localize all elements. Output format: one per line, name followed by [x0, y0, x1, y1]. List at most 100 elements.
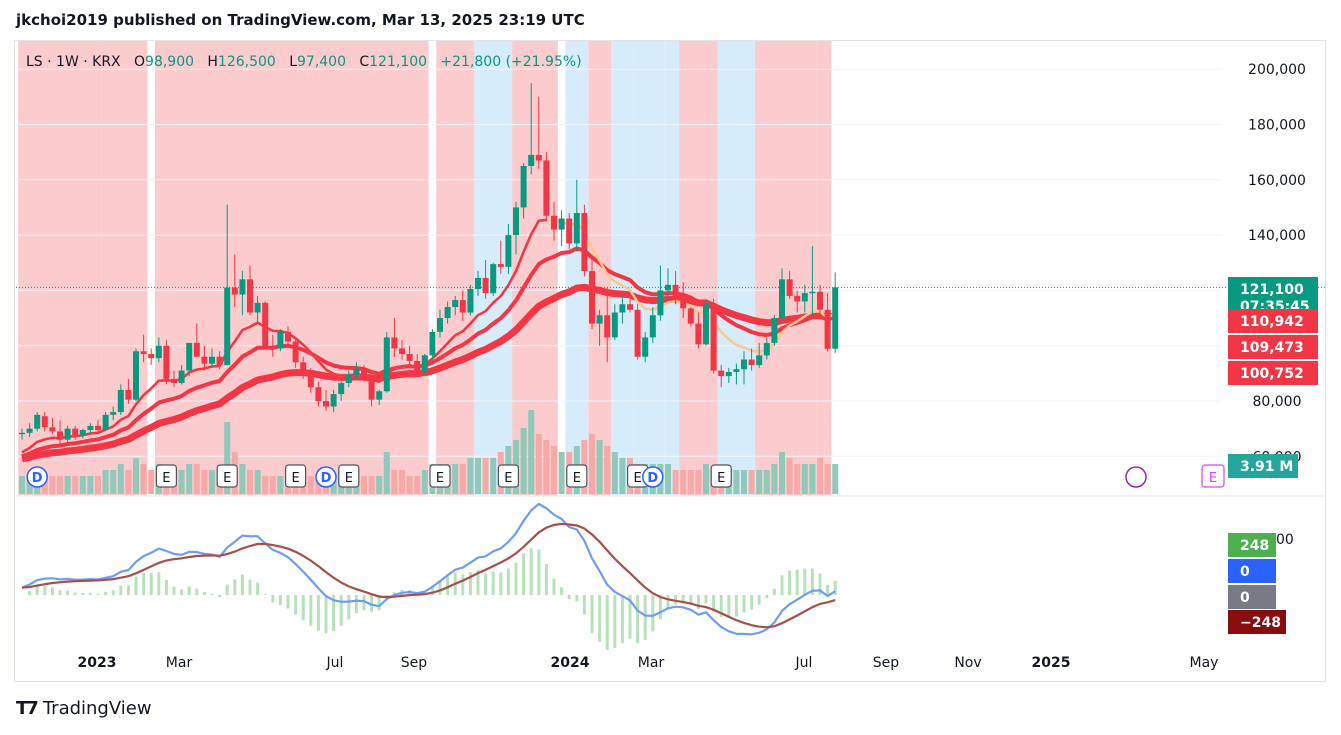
volume-bar	[482, 458, 489, 494]
candle-body	[551, 215, 557, 230]
macd-histogram-bar	[218, 595, 222, 597]
candle-body	[771, 318, 778, 343]
volume-bar	[786, 458, 793, 494]
macd-histogram-bar	[461, 574, 465, 595]
tradingview-logo-icon[interactable]: T7	[16, 698, 39, 719]
volume-bar	[414, 476, 421, 494]
candle-body	[323, 401, 329, 407]
candle-body	[72, 428, 79, 436]
macd-histogram-bar	[35, 586, 39, 595]
volume-bar	[475, 458, 481, 494]
macd-histogram-bar	[43, 585, 47, 595]
candle-body	[741, 359, 747, 370]
earnings-marker-label: E	[345, 471, 353, 486]
dividend-marker	[315, 466, 337, 488]
macd-histogram-bar	[590, 595, 594, 634]
macd-histogram-bar	[446, 575, 450, 595]
moving-averages	[21, 218, 836, 463]
earnings-marker-label: E	[291, 471, 299, 486]
candle-body	[399, 348, 405, 354]
macd-histogram-bar	[392, 592, 396, 595]
volume-bar	[262, 476, 269, 494]
candle-body	[315, 387, 322, 401]
macd-histogram-bar	[582, 595, 586, 615]
signal-line	[21, 522, 836, 629]
candle-body	[368, 378, 375, 400]
candle-body	[338, 383, 345, 395]
macd-histogram-bar	[506, 568, 510, 595]
volume-bar	[140, 464, 147, 494]
volume-bar	[224, 422, 231, 494]
volume-bar	[801, 464, 808, 494]
candle-body	[262, 302, 269, 348]
candle-body	[535, 154, 542, 161]
volume-bar	[64, 476, 71, 494]
volume-bar	[832, 464, 839, 494]
earnings-marker	[429, 464, 451, 488]
macd-histogram-bar	[339, 595, 343, 626]
candle-body	[528, 154, 535, 166]
earnings-marker	[566, 464, 588, 488]
price-label-box	[1228, 361, 1318, 385]
macd-label-text: 0	[1240, 590, 1250, 606]
high-value: 126,500	[217, 54, 276, 70]
volume-bar	[307, 476, 314, 494]
candle-body	[64, 428, 71, 440]
macd-label-text: 248	[1240, 538, 1269, 554]
earnings-marker-label: E	[162, 471, 170, 486]
candle-body	[414, 360, 421, 372]
candle-body	[779, 279, 785, 319]
macd-histogram-bar	[613, 595, 617, 648]
macd-label-text: −248	[1240, 615, 1281, 631]
volume-bar	[490, 458, 497, 494]
macd-histogram-bar	[332, 595, 336, 631]
future-earnings-marker	[1201, 464, 1225, 488]
dividend-marker	[642, 466, 664, 488]
candle-body	[589, 271, 595, 324]
volume-bar	[383, 452, 390, 494]
band-red	[747, 41, 817, 495]
brand-name[interactable]: TradingView	[42, 698, 152, 719]
volume-bar	[79, 476, 86, 494]
macd-histogram-bar	[757, 595, 761, 605]
macd-histogram-bar	[195, 588, 199, 595]
volume-bar	[87, 476, 94, 494]
band-blue	[717, 41, 756, 495]
x-axis-tick: May	[1190, 655, 1219, 671]
candle-body	[307, 373, 314, 388]
candle-body	[649, 315, 656, 338]
macd-histogram-bar	[430, 585, 434, 595]
candle-body	[543, 160, 550, 216]
macd-histogram-bar	[772, 588, 776, 595]
volume-bar	[254, 470, 261, 494]
volume-bar	[672, 470, 679, 494]
volume-bar	[421, 470, 428, 494]
volume-bar	[558, 452, 565, 494]
macd-histogram-bar	[818, 573, 822, 595]
macd-label-box	[1228, 585, 1276, 609]
candle-body	[619, 304, 626, 313]
macd-histogram-bar	[96, 593, 100, 595]
volume-bar	[277, 476, 284, 494]
candle-body	[330, 394, 337, 407]
candle-body	[444, 306, 451, 319]
candle-body	[657, 290, 664, 316]
macd-histogram-bar	[544, 564, 548, 595]
x-axis-tick: Nov	[954, 655, 981, 671]
candle-body	[361, 369, 367, 379]
macd-histogram-bar	[810, 568, 814, 595]
volume-bar	[315, 476, 322, 494]
volume-bar	[57, 476, 63, 494]
candle-body	[809, 291, 816, 294]
macd-histogram-bar	[750, 595, 754, 610]
candle-body	[383, 337, 390, 392]
volume-bar	[193, 464, 200, 494]
candle-body	[520, 165, 527, 208]
macd-histogram-bar	[689, 595, 693, 605]
volume-bar	[528, 410, 535, 494]
candle-body	[216, 356, 223, 366]
candle-body	[725, 371, 732, 377]
y-axis-tick: 160,000	[1248, 173, 1306, 189]
